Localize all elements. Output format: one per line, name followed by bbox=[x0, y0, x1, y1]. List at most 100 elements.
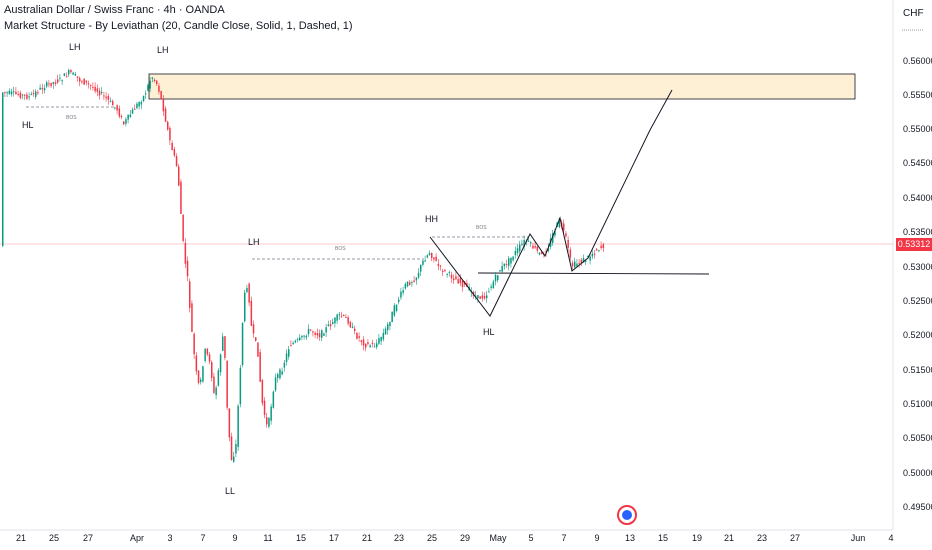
candle-body bbox=[391, 311, 393, 323]
candle-body bbox=[345, 316, 347, 318]
candle-body bbox=[96, 88, 99, 92]
candle-body bbox=[439, 265, 442, 267]
candle-body bbox=[123, 121, 125, 125]
candle-body bbox=[208, 354, 211, 362]
candle-body bbox=[257, 342, 259, 357]
candle-body bbox=[213, 376, 215, 393]
candle-body bbox=[404, 284, 407, 289]
candle-body bbox=[316, 333, 319, 336]
candle-body bbox=[369, 345, 371, 348]
candle-body bbox=[83, 78, 85, 85]
candle-body bbox=[259, 352, 261, 382]
candle-body bbox=[114, 107, 116, 109]
candle-body bbox=[252, 324, 255, 334]
candle-body bbox=[398, 299, 400, 302]
candle-body bbox=[87, 83, 90, 85]
candle-body bbox=[565, 233, 567, 237]
candle-body bbox=[578, 263, 580, 265]
candle-body bbox=[217, 370, 220, 386]
candle-body bbox=[444, 269, 446, 271]
candle-body bbox=[222, 336, 224, 351]
candle-body bbox=[21, 94, 24, 96]
candle-body bbox=[8, 90, 11, 94]
candle-body bbox=[582, 258, 585, 263]
projection-path[interactable] bbox=[429, 89, 673, 317]
support-line[interactable] bbox=[477, 272, 710, 275]
label-hl-1: HL bbox=[22, 120, 34, 130]
candlestick-series bbox=[2, 68, 605, 463]
candle-body bbox=[235, 444, 237, 454]
time-tick-label: 15 bbox=[658, 533, 668, 543]
candle-body bbox=[285, 353, 288, 362]
candle-body bbox=[24, 94, 26, 96]
candle-body bbox=[156, 80, 158, 85]
candle-body bbox=[490, 286, 492, 288]
candle-body bbox=[81, 81, 83, 83]
time-axis[interactable]: 21 25 27 Apr 3 7 9 11 15 17 21 23 25 29 May 5 7 9 13 15 19 21… bbox=[16, 533, 894, 543]
candle-body bbox=[215, 387, 217, 396]
tradingview-logo-icon[interactable] bbox=[617, 505, 637, 525]
supply-zone[interactable] bbox=[148, 73, 856, 100]
candle-body bbox=[182, 214, 184, 241]
candle-body bbox=[37, 92, 39, 94]
candle-body bbox=[453, 278, 455, 281]
candle-body bbox=[263, 400, 266, 415]
candle-body bbox=[499, 270, 501, 272]
current-price-tag: 0.53312 bbox=[896, 238, 932, 251]
time-tick-label: 15 bbox=[296, 533, 306, 543]
candle-body bbox=[373, 346, 376, 348]
candle-body bbox=[552, 233, 554, 243]
candle-body bbox=[70, 70, 72, 73]
candle-body bbox=[338, 314, 341, 316]
candle-body bbox=[19, 92, 22, 99]
candle-body bbox=[180, 181, 182, 214]
candle-body bbox=[446, 273, 448, 275]
label-bos-2: BOS bbox=[335, 246, 346, 252]
symbol-title[interactable]: Australian Dollar / Swiss Franc · 4h · O… bbox=[4, 4, 225, 16]
candle-body bbox=[292, 342, 294, 345]
time-tick-label: 7 bbox=[561, 533, 566, 543]
indicator-legend[interactable]: Market Structure - By Leviathan (20, Can… bbox=[4, 20, 353, 32]
chart-header: Australian Dollar / Swiss Franc · 4h · O… bbox=[4, 2, 353, 34]
candle-body bbox=[13, 91, 15, 93]
candle-body bbox=[310, 329, 312, 331]
candle-body bbox=[116, 105, 118, 111]
candle-body bbox=[200, 379, 202, 382]
candle-body bbox=[329, 324, 332, 327]
currency-label[interactable]: CHF bbox=[903, 8, 924, 19]
candle-body bbox=[479, 296, 481, 299]
candle-body bbox=[127, 114, 129, 120]
candle-body bbox=[79, 78, 81, 82]
candle-body bbox=[85, 80, 88, 83]
candle-body bbox=[283, 362, 286, 368]
candle-body bbox=[140, 101, 143, 105]
candle-body bbox=[536, 246, 539, 251]
candle-body bbox=[569, 249, 572, 258]
candle-body bbox=[521, 243, 523, 245]
candle-body bbox=[494, 274, 497, 282]
candle-body bbox=[145, 93, 147, 95]
candle-body bbox=[15, 91, 17, 95]
candle-body bbox=[580, 259, 583, 263]
candle-body bbox=[288, 349, 290, 357]
candle-body bbox=[74, 74, 77, 76]
candle-body bbox=[303, 335, 305, 337]
candle-body bbox=[158, 85, 160, 92]
candle-body bbox=[510, 257, 512, 264]
candle-body bbox=[382, 332, 385, 340]
candle-body bbox=[109, 100, 112, 102]
candle-body bbox=[10, 91, 13, 95]
candle-body bbox=[558, 218, 561, 228]
candle-body bbox=[17, 93, 19, 96]
candle-body bbox=[118, 108, 121, 117]
time-tick-label: 7 bbox=[200, 533, 205, 543]
candle-body bbox=[455, 276, 457, 280]
candle-body bbox=[92, 86, 94, 88]
